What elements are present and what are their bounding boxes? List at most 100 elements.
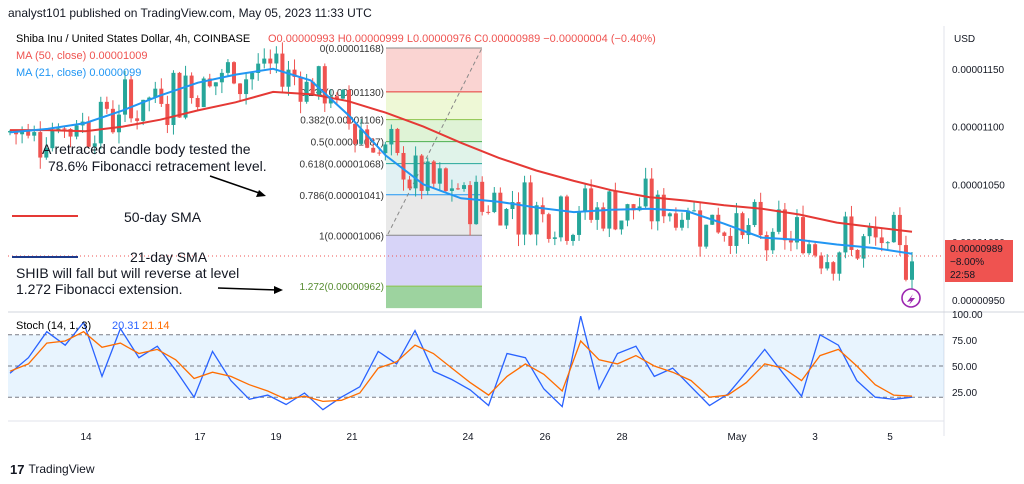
candle-body xyxy=(522,182,527,235)
publish-info: analyst101 published on TradingView.com,… xyxy=(8,6,372,20)
stoch-tick: 50.00 xyxy=(952,362,977,373)
candle-body xyxy=(213,82,218,87)
candle-body xyxy=(910,261,914,280)
fib-level-label: 0.5(0.00001087) xyxy=(311,138,384,149)
annotation-arrow-2 xyxy=(217,287,279,291)
candle-body xyxy=(268,58,273,64)
candle-body xyxy=(510,202,515,209)
candle-body xyxy=(643,178,648,207)
chart-area[interactable]: 0(0.00001168)0.236(0.00001130)0.382(0.00… xyxy=(0,26,1024,458)
candle-body xyxy=(437,168,442,184)
candle-body xyxy=(577,211,582,235)
fib-level-label: 0.618(0.00001068) xyxy=(299,160,384,171)
candle-body xyxy=(304,81,309,102)
fib-zone xyxy=(386,48,482,92)
candle-body xyxy=(92,143,97,147)
candle-body xyxy=(794,217,799,243)
candle-body xyxy=(734,213,739,246)
candle-body xyxy=(419,155,424,191)
candle-body xyxy=(692,210,697,212)
fib-zone xyxy=(386,235,482,287)
candle-body xyxy=(38,132,43,158)
candle-body xyxy=(782,209,787,241)
candle-body xyxy=(631,204,636,211)
candle-body xyxy=(758,201,763,236)
publish-header: analyst101 published on TradingView.com,… xyxy=(0,0,1024,26)
candle-body xyxy=(879,237,884,244)
fib-level-label: 0.382(0.00001106) xyxy=(300,116,384,127)
candle-body xyxy=(365,129,370,148)
candle-body xyxy=(655,194,660,222)
fib-zone xyxy=(386,141,482,164)
candle-body xyxy=(583,188,588,212)
candle-body xyxy=(44,148,49,158)
price-tick: 0.00001050 xyxy=(952,180,1005,191)
candle-body xyxy=(595,207,600,220)
candle-body xyxy=(728,235,733,246)
candle-body xyxy=(310,81,315,96)
indicator-alert-icon[interactable] xyxy=(901,288,921,308)
candle-body xyxy=(322,66,327,104)
candle-body xyxy=(32,132,37,136)
candle-body xyxy=(292,69,297,77)
candle-body xyxy=(141,99,146,121)
stoch-tick: 100.00 xyxy=(952,310,983,321)
candle-body xyxy=(177,72,182,118)
candle-body xyxy=(62,128,67,130)
time-tick: 19 xyxy=(270,432,282,443)
candle-body xyxy=(570,234,575,241)
candle-body xyxy=(462,185,467,189)
candle-body xyxy=(601,207,606,229)
candle-body xyxy=(383,144,388,154)
candle-body xyxy=(540,205,545,215)
annotation-arrow-1 xyxy=(209,175,263,195)
candle-body xyxy=(183,75,188,118)
stoch-legend-k: 20.31 xyxy=(112,320,140,332)
legend-ma21: MA (21, close) 0.0000099 xyxy=(16,67,141,79)
annotation-arrowhead-1 xyxy=(256,190,266,197)
ma21-line xyxy=(9,67,913,255)
annotation-arrowhead-2 xyxy=(274,286,283,294)
legend-ohlc: O0.00000993 H0.00000999 L0.00000976 C0.0… xyxy=(268,33,656,45)
candle-body xyxy=(704,224,709,247)
candle-body xyxy=(528,182,533,235)
candle-body xyxy=(68,129,73,137)
candle-body xyxy=(480,181,485,212)
candle-body xyxy=(837,252,842,274)
candle-body xyxy=(262,58,267,64)
candle-body xyxy=(116,114,121,133)
candle-body xyxy=(801,217,806,254)
candle-body xyxy=(843,216,848,253)
candles xyxy=(8,42,914,290)
annotation-shib-2: 1.272 Fibonacci extension. xyxy=(16,281,183,297)
candle-body xyxy=(885,242,890,244)
candle-body xyxy=(546,214,551,239)
candle-body xyxy=(873,226,878,238)
candle-body xyxy=(359,129,364,144)
fib-level-label: 1(0.00001006) xyxy=(319,231,384,242)
candle-body xyxy=(443,168,448,191)
candle-body xyxy=(256,63,261,73)
candle-body xyxy=(98,101,103,144)
footer-brand: TradingView xyxy=(28,462,95,476)
candle-body xyxy=(413,155,418,189)
candle-body xyxy=(716,214,721,233)
candle-body xyxy=(649,178,654,222)
candle-body xyxy=(159,88,164,104)
candle-body xyxy=(104,101,109,109)
candle-body xyxy=(819,255,824,269)
candle-body xyxy=(371,147,376,153)
current-price-value: 0.00000989 xyxy=(950,244,1003,255)
stoch-legend-label: Stoch (14, 1, 3) xyxy=(16,320,91,332)
candle-body xyxy=(504,208,509,226)
candle-body xyxy=(353,123,358,144)
candle-body xyxy=(849,216,854,250)
candle-body xyxy=(135,118,140,121)
candle-body xyxy=(516,202,521,235)
candle-countdown: 22:58 xyxy=(950,270,975,281)
time-axis-ticks: 14 17 19 21 24 26 28 May 3 5 xyxy=(80,432,893,443)
candle-body xyxy=(449,188,454,191)
candle-body xyxy=(286,69,291,87)
candle-body xyxy=(165,103,170,125)
stoch-axis-ticks: 100.00 75.00 50.00 25.00 xyxy=(952,310,983,399)
